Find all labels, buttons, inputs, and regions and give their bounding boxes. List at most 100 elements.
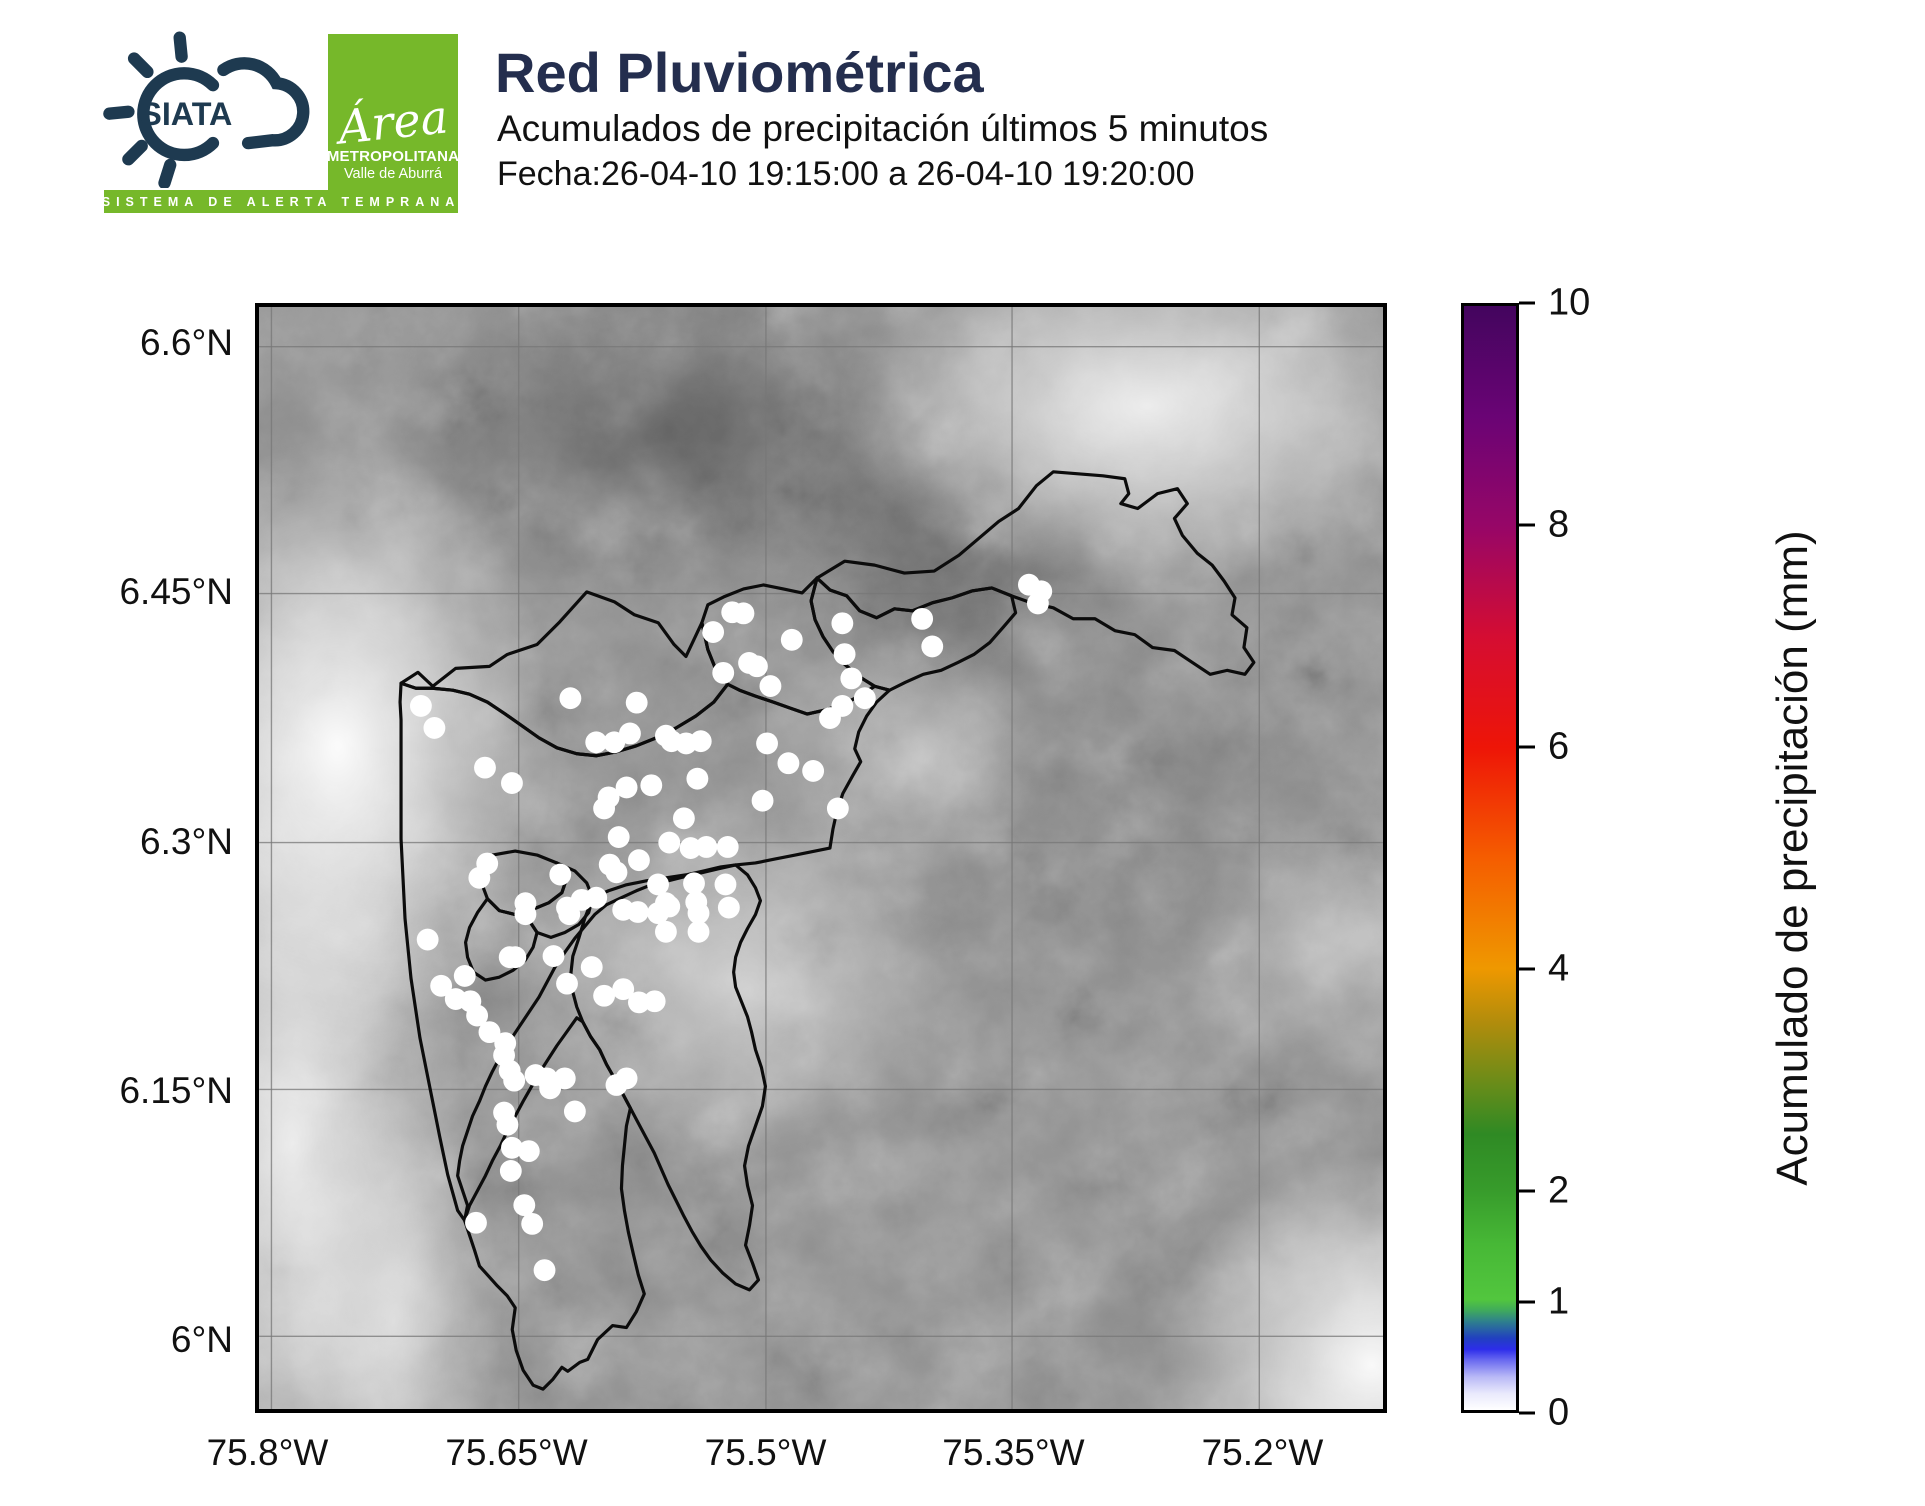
station-dot	[826, 797, 849, 820]
station-dot	[499, 1160, 522, 1182]
map-overlay	[259, 307, 1383, 1409]
colorbar	[1461, 303, 1519, 1413]
y-tick-label: 6.3°N	[140, 821, 233, 863]
boundary-caldas	[462, 1016, 646, 1391]
y-tick-label: 6°N	[170, 1318, 233, 1360]
station-dot	[626, 901, 649, 923]
station-dot	[625, 691, 648, 714]
station-dot	[756, 732, 778, 755]
siata-banner: SISTEMA DE ALERTA TEMPRANA	[102, 190, 458, 213]
x-tick-label: 75.8°W	[206, 1432, 329, 1473]
station-dot	[672, 807, 695, 830]
colorbar-tick-label: 10	[1548, 281, 1591, 324]
colorbar-tick-label: 4	[1548, 947, 1570, 990]
station-dot	[751, 789, 774, 812]
colorbar-tick-label: 0	[1548, 1391, 1570, 1434]
station-dot	[687, 902, 710, 925]
page-subtitle: Acumulados de precipitación últimos 5 mi…	[497, 108, 1269, 149]
station-dot	[615, 1067, 638, 1090]
station-dot	[759, 675, 782, 698]
station-dot	[802, 760, 825, 782]
y-tick-label: 6.45°N	[119, 570, 233, 612]
x-tick-label: 75.65°W	[445, 1432, 588, 1473]
amva-logo: Área METROPOLITANA Valle de Aburrá	[327, 34, 459, 192]
station-dot	[853, 687, 876, 710]
station-dot	[833, 643, 856, 666]
station-dot	[501, 772, 523, 794]
boundary-bello	[399, 590, 730, 758]
colorbar-tick-mark	[1519, 301, 1535, 305]
station-dot	[593, 984, 616, 1007]
station-dot	[496, 1113, 519, 1136]
boundary-sabaneta	[527, 861, 595, 940]
station-dot	[416, 928, 439, 951]
station-dot	[585, 886, 608, 909]
station-dot	[504, 946, 527, 969]
rain-gauge-stations	[409, 573, 1053, 1282]
station-dot	[687, 920, 710, 943]
station-dot	[423, 717, 446, 739]
station-dot	[654, 920, 677, 943]
station-dot	[514, 903, 537, 926]
station-dot	[1026, 592, 1049, 615]
colorbar-tick-label: 2	[1548, 1169, 1570, 1212]
station-dot	[658, 831, 681, 854]
station-dot	[819, 707, 841, 729]
station-dot	[517, 1140, 540, 1163]
station-dot	[643, 990, 666, 1013]
station-dot	[474, 756, 496, 779]
station-dot	[679, 837, 702, 860]
station-dot	[563, 1100, 586, 1123]
x-tick-label: 75.35°W	[942, 1432, 1085, 1473]
station-dot	[840, 667, 863, 690]
station-dot	[465, 1211, 487, 1234]
station-dot	[689, 730, 712, 753]
station-dot	[780, 628, 803, 651]
map-area	[255, 303, 1387, 1413]
boundary-barbosa	[815, 470, 1256, 676]
station-dot	[466, 1004, 489, 1027]
station-dot	[831, 612, 854, 635]
page-title: Red Pluviométrica	[495, 41, 984, 104]
station-dot	[716, 836, 739, 858]
station-dot	[556, 972, 578, 995]
station-dot	[640, 774, 663, 797]
station-dot	[607, 826, 630, 848]
station-dot	[654, 892, 677, 915]
siata-logo: SIATA	[103, 31, 310, 188]
station-dot	[553, 1067, 576, 1090]
station-dot	[628, 991, 650, 1014]
station-dot	[559, 687, 582, 710]
colorbar-tick-label: 1	[1548, 1280, 1570, 1323]
station-dot	[521, 1212, 544, 1235]
station-dot	[628, 849, 650, 872]
siata-logo-text: SIATA	[140, 96, 232, 132]
colorbar-tick-mark	[1519, 1411, 1535, 1415]
station-dot	[585, 731, 608, 754]
station-dot	[593, 797, 616, 820]
station-dot	[712, 661, 735, 684]
colorbar-axis-label: Acumulado de precipitación (mm)	[1768, 530, 1817, 1186]
station-dot	[558, 903, 581, 926]
station-dot	[549, 863, 572, 886]
station-dot	[533, 1259, 556, 1282]
station-dot	[580, 956, 603, 979]
x-tick-label: 75.2°W	[1201, 1432, 1324, 1473]
station-dot	[683, 872, 705, 895]
colorbar-tick-mark	[1519, 1300, 1535, 1304]
station-dot	[619, 722, 641, 745]
station-dot	[409, 695, 432, 717]
boundary-medellin	[398, 681, 892, 1222]
colorbar-tick-mark	[1519, 745, 1535, 749]
y-tick-label: 6.6°N	[140, 321, 233, 363]
municipality-boundaries	[398, 470, 1256, 1391]
station-dot	[911, 607, 934, 630]
station-dot	[777, 752, 800, 775]
station-dot	[430, 974, 453, 997]
station-dot	[717, 896, 740, 919]
station-dot	[738, 652, 760, 674]
date-range: Fecha:26-04-10 19:15:00 a 26-04-10 19:20…	[497, 155, 1195, 193]
station-dot	[732, 602, 755, 625]
station-dot	[478, 1021, 501, 1044]
station-dot	[695, 836, 718, 858]
